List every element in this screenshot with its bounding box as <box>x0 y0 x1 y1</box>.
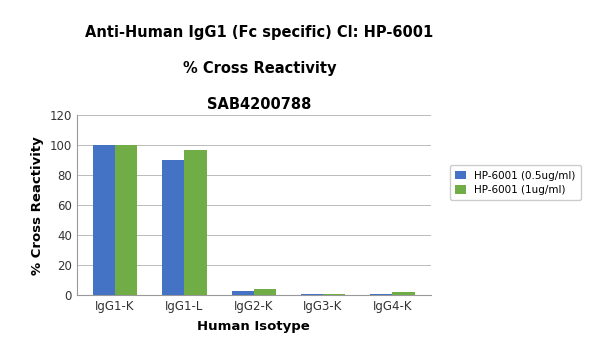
Bar <box>323 294 345 295</box>
Bar <box>93 145 115 295</box>
Bar <box>301 294 323 295</box>
Bar <box>184 150 206 295</box>
X-axis label: Human Isotype: Human Isotype <box>197 320 310 333</box>
Bar <box>231 291 254 295</box>
Y-axis label: % Cross Reactivity: % Cross Reactivity <box>31 136 44 275</box>
Text: % Cross Reactivity: % Cross Reactivity <box>183 61 336 76</box>
Text: Anti-Human IgG1 (Fc specific) Cl: HP-6001: Anti-Human IgG1 (Fc specific) Cl: HP-600… <box>86 25 434 40</box>
Bar <box>115 145 137 295</box>
Bar <box>162 160 184 295</box>
Legend: HP-6001 (0.5ug/ml), HP-6001 (1ug/ml): HP-6001 (0.5ug/ml), HP-6001 (1ug/ml) <box>450 165 581 200</box>
Bar <box>254 289 276 295</box>
Bar <box>370 294 392 295</box>
Bar <box>392 292 415 295</box>
Text: SAB4200788: SAB4200788 <box>208 97 312 112</box>
